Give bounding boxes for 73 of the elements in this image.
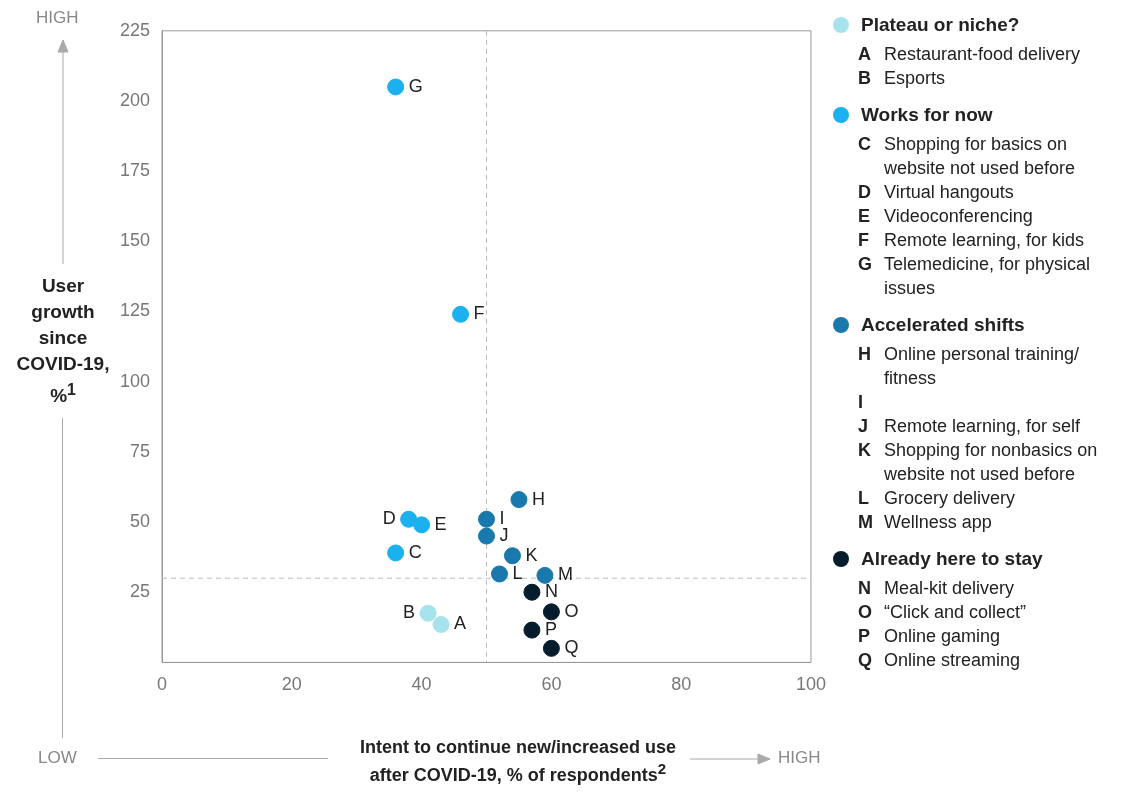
legend-label: Works for now [861, 104, 993, 126]
text: I [858, 391, 864, 414]
text: D Virtual hangouts [858, 181, 1014, 204]
y-tick-label: 100 [119, 370, 151, 391]
point [478, 510, 496, 528]
point [503, 547, 521, 565]
y-tick-label: 175 [119, 160, 151, 181]
x-axis-title: Intent to continue new/increased use after COVID-19, % of respondents$^{2}$ [358, 736, 678, 786]
text: HIGH [778, 748, 821, 768]
data-label: N [544, 581, 558, 602]
text: M Wellness app [858, 511, 992, 534]
point [536, 566, 554, 584]
text: B Esports [858, 67, 946, 90]
text: L Grocery delivery [858, 487, 1016, 510]
data-label: P [544, 619, 557, 640]
x-tick-label: 0 [157, 674, 168, 695]
y-axis-title: User growth since COVID-19, %$^{1}$ [15, 274, 111, 409]
y-tick-label: 150 [119, 230, 151, 251]
data-label: L [512, 562, 523, 583]
data-label: F [473, 303, 485, 324]
point [523, 583, 541, 601]
data-label: A [454, 613, 467, 634]
x-tick-label: 40 [411, 674, 432, 695]
data-label: M [557, 564, 573, 585]
x-tick-label: 60 [541, 674, 562, 695]
text: J Remote learning, for self [858, 415, 1081, 438]
y-tick-label: 225 [119, 19, 151, 40]
x-tick-label: 20 [281, 674, 302, 695]
text: P Online gaming [858, 625, 1001, 648]
text: C Shopping for basics on website not used before [858, 133, 1077, 180]
legend-label: Plateau or niche? [861, 14, 1020, 36]
data-label: C [408, 541, 422, 562]
point [452, 305, 470, 323]
data-label: G [408, 75, 423, 96]
data-label: K [525, 544, 538, 565]
text: H Online personal training/ fitness [858, 343, 1081, 390]
data-label: D [382, 508, 396, 529]
point [387, 78, 405, 96]
point [490, 565, 508, 583]
point [400, 510, 418, 528]
y-tick-label: 200 [119, 89, 151, 110]
data-label: E [434, 513, 447, 534]
text: A Restaurant-food delivery [858, 43, 1081, 66]
text: N Meal-kit delivery [858, 577, 1015, 600]
legend-label: Accelerated shifts [861, 314, 1025, 336]
text: E Videoconferencing [858, 205, 1033, 228]
data-label: O [564, 600, 579, 621]
y-tick-label: 25 [130, 581, 151, 602]
data-label: H [531, 488, 545, 509]
text: G Telemedicine, for physical issues [858, 253, 1092, 300]
text: HIGH [36, 8, 79, 28]
point [510, 491, 528, 509]
x-tick-label: 100 [795, 674, 827, 695]
data-label: Q [564, 637, 579, 658]
text: Q Online streaming [858, 649, 1021, 672]
point [478, 527, 496, 545]
point [413, 516, 431, 534]
y-tick-label: 50 [130, 511, 151, 532]
text: K Shopping for nonbasics on website not used before [858, 439, 1099, 486]
legend-label: Already here to stay [861, 548, 1043, 570]
point [542, 603, 560, 621]
point [419, 604, 437, 622]
point [432, 616, 450, 633]
x-tick-label: 80 [671, 674, 692, 695]
text: LOW [38, 748, 77, 768]
text: O “Click and collect” [858, 601, 1027, 624]
text: F Remote learning, for kids [858, 229, 1085, 252]
data-label: B [403, 602, 416, 623]
y-tick-label: 75 [130, 440, 151, 461]
point [387, 544, 405, 562]
y-tick-label: 125 [119, 300, 151, 321]
point [542, 639, 560, 657]
point [523, 621, 541, 639]
